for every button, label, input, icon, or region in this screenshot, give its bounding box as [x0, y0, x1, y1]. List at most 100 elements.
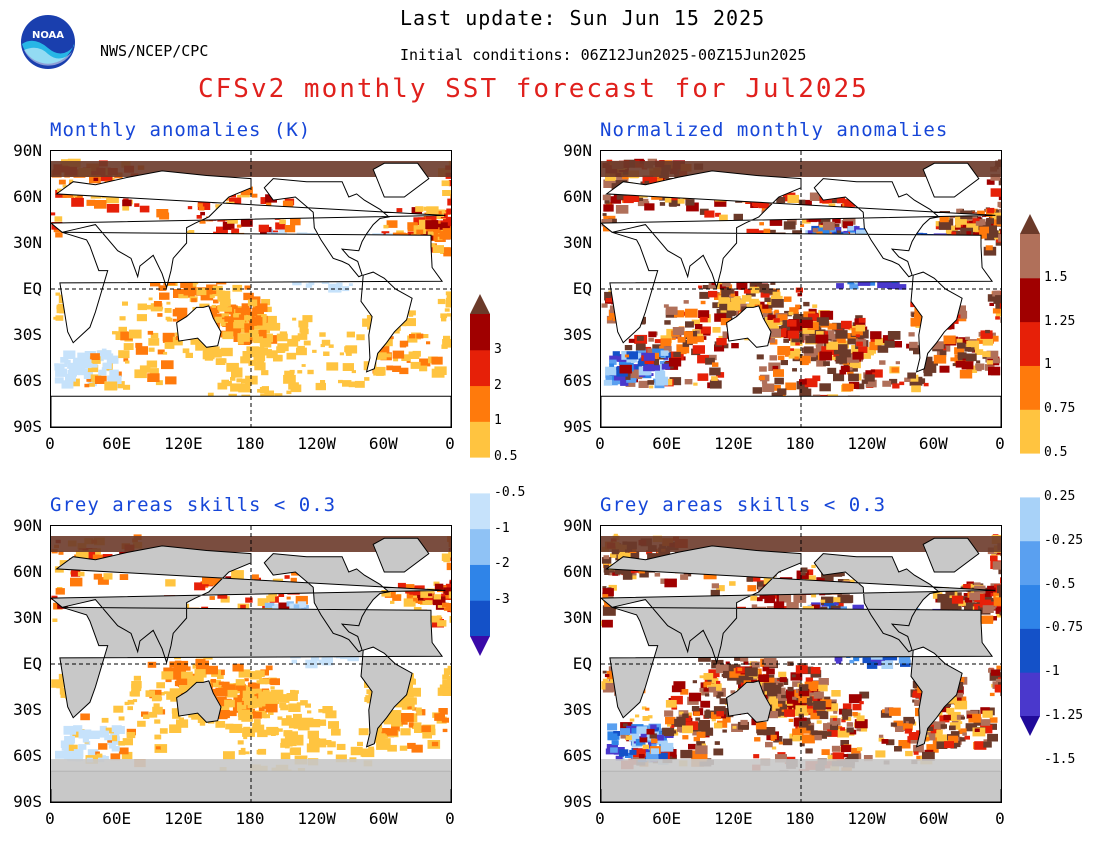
anomaly-cell	[625, 752, 633, 758]
anomaly-cell	[178, 290, 184, 294]
anomaly-cell	[442, 602, 449, 608]
anomaly-cell	[240, 186, 253, 196]
anomaly-cell	[415, 707, 422, 712]
anomaly-cell	[962, 732, 967, 736]
anomaly-cell	[773, 369, 784, 377]
anomaly-cell	[768, 684, 782, 694]
anomaly-cell	[982, 356, 987, 359]
anomaly-cell	[229, 723, 243, 733]
anomaly-cell	[819, 383, 831, 392]
anomaly-cell	[307, 369, 314, 375]
lat-label: EQ	[572, 279, 592, 298]
anomaly-cell	[846, 753, 859, 763]
anomaly-cell	[289, 369, 295, 374]
lat-label: 60S	[13, 746, 42, 765]
anomaly-cell	[290, 689, 296, 694]
anomaly-cell	[660, 361, 668, 367]
anomaly-cell	[122, 738, 133, 746]
anomaly-cell	[245, 375, 258, 385]
anomaly-cell	[739, 299, 746, 304]
lon-label: 60E	[652, 809, 682, 828]
anomaly-cell	[616, 366, 621, 370]
anomaly-cell	[706, 677, 719, 687]
anomaly-cell	[783, 221, 796, 230]
anomaly-cell	[843, 221, 853, 229]
anomaly-cell	[103, 573, 113, 580]
anomaly-cell	[152, 706, 163, 715]
anomaly-cell	[996, 215, 1001, 225]
anomaly-cell	[976, 367, 982, 372]
anomaly-cell	[408, 351, 420, 359]
anomaly-cell	[762, 383, 775, 392]
anomaly-cell	[199, 721, 206, 726]
anomaly-cell	[373, 366, 386, 376]
anomaly-cell	[101, 717, 109, 723]
anomaly-cell	[821, 596, 834, 606]
anomaly-cell	[979, 226, 989, 234]
anomaly-cell	[237, 708, 250, 717]
anomaly-cell	[139, 365, 151, 373]
anomaly-cell	[958, 337, 969, 345]
anomaly-cell	[445, 291, 451, 296]
anomaly-cell	[399, 340, 409, 347]
anomaly-cell	[220, 319, 231, 327]
anomaly-cell	[118, 741, 125, 746]
anomaly-cell	[722, 729, 727, 733]
anomaly-cell	[255, 688, 261, 693]
anomaly-cell	[289, 603, 298, 610]
anomaly-cell	[624, 569, 632, 575]
colorbar-tick-label: -0.5	[1044, 576, 1076, 592]
anomaly-cell	[722, 280, 731, 287]
anomaly-cell	[805, 569, 814, 576]
colorbar-tick-label: -1	[1044, 664, 1060, 680]
anomaly-cell	[68, 378, 80, 387]
anomaly-cell	[90, 353, 100, 360]
anomaly-cell	[719, 214, 728, 221]
anomaly-cell	[217, 290, 231, 300]
anomaly-cell	[287, 717, 297, 725]
anomaly-cell	[913, 693, 919, 698]
anomaly-cell	[54, 216, 63, 222]
anomaly-cell	[866, 350, 874, 356]
anomaly-cell	[120, 331, 133, 341]
anomaly-cell	[990, 616, 997, 621]
anomaly-cell	[685, 321, 694, 328]
anomaly-cell	[413, 597, 418, 602]
anomaly-cell	[986, 179, 995, 185]
anomaly-cell	[788, 350, 800, 359]
anomaly-cell	[699, 687, 706, 692]
lat-label: 90S	[563, 792, 592, 811]
anomaly-cell	[758, 200, 769, 209]
anomaly-cell	[952, 230, 961, 237]
anomaly-cell	[995, 316, 1000, 320]
colorbar-normalized	[1020, 214, 1040, 736]
anomaly-cell	[62, 184, 67, 188]
anomaly-cell	[166, 317, 173, 322]
anomaly-cell	[934, 721, 946, 730]
lon-label: 60W	[368, 809, 398, 828]
anomaly-cell	[840, 572, 845, 577]
anomaly-cell	[802, 666, 814, 675]
anomaly-cell	[441, 180, 450, 187]
anomaly-cell	[817, 711, 823, 716]
sst-field	[601, 151, 1001, 427]
anomaly-cell	[449, 220, 451, 230]
anomaly-cell	[715, 212, 721, 217]
anomaly-cell	[1000, 577, 1001, 584]
anomaly-cell	[635, 348, 647, 356]
anomaly-cell	[447, 198, 451, 206]
anomaly-cell	[851, 327, 863, 336]
anomaly-cell	[714, 313, 727, 322]
anomaly-cell	[215, 721, 226, 728]
anomaly-cell	[795, 304, 801, 309]
anomaly-cell	[148, 338, 160, 346]
anomaly-cell	[716, 585, 725, 592]
anomaly-cell	[719, 698, 728, 705]
anomaly-cell	[815, 341, 824, 348]
anomaly-cell	[997, 201, 1001, 208]
anomaly-cell	[156, 209, 169, 218]
anomaly-cell	[878, 734, 884, 738]
anomaly-cell	[663, 304, 669, 308]
anomaly-cell	[701, 690, 709, 696]
anomaly-cell	[290, 577, 297, 583]
